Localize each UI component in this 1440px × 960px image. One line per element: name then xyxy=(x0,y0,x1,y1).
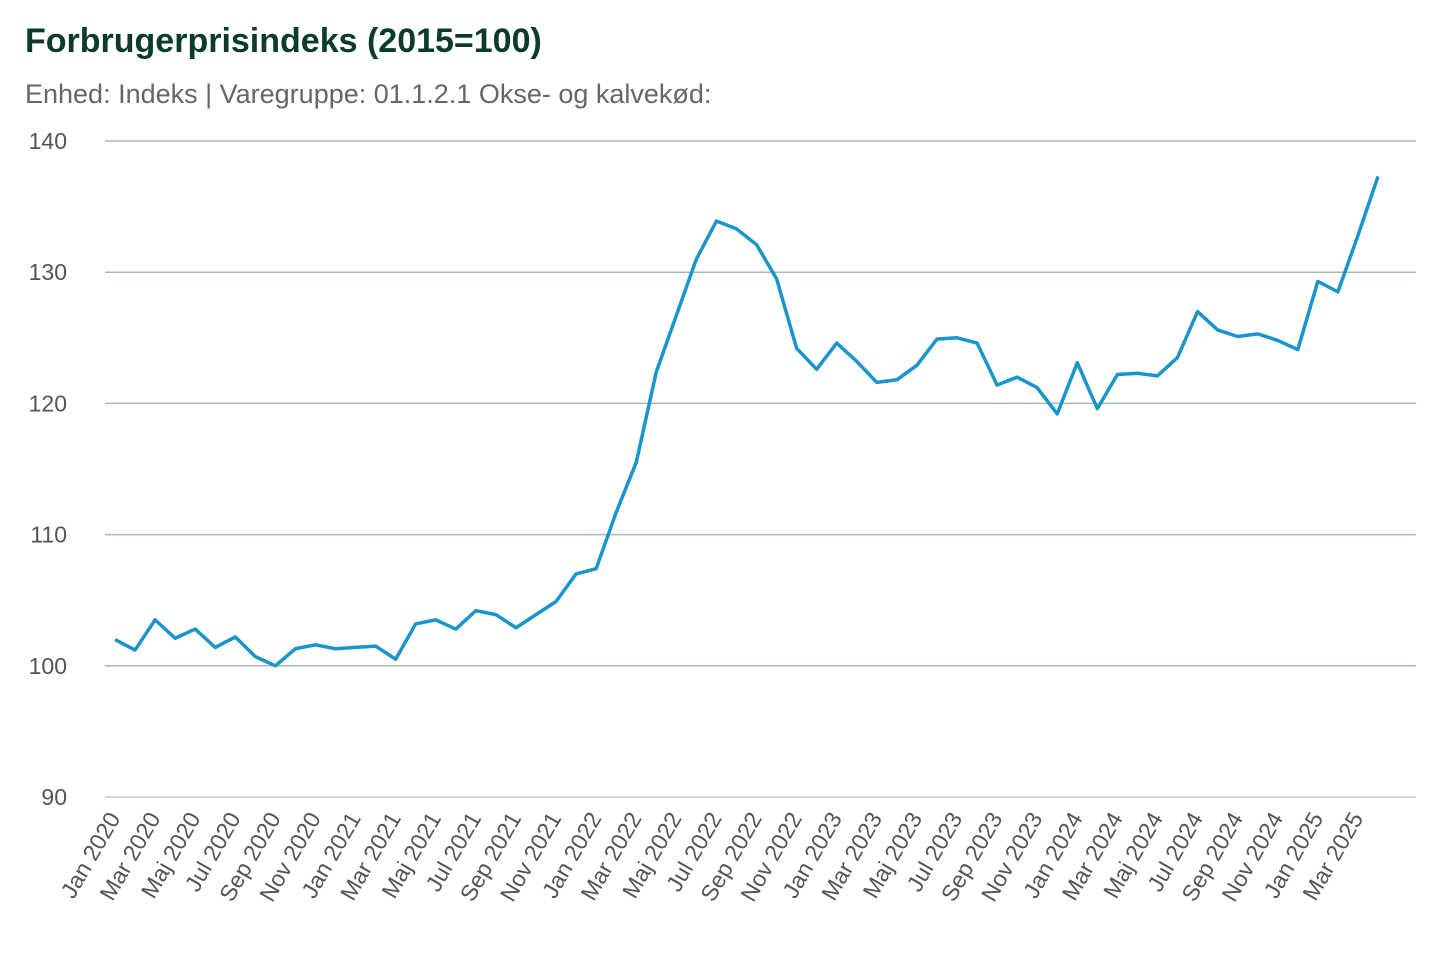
y-tick-label: 110 xyxy=(30,522,67,548)
y-tick-label: 100 xyxy=(29,653,67,679)
chart-title: Forbrugerprisindeks (2015=100) xyxy=(25,22,542,60)
y-tick-label: 140 xyxy=(29,128,67,154)
y-tick-label: 90 xyxy=(41,784,67,810)
chart-subtitle: Enhed: Indeks | Varegruppe: 01.1.2.1 Oks… xyxy=(25,79,711,109)
y-tick-label: 120 xyxy=(29,390,67,416)
y-tick-label: 130 xyxy=(29,259,67,285)
data-line xyxy=(114,175,1380,668)
